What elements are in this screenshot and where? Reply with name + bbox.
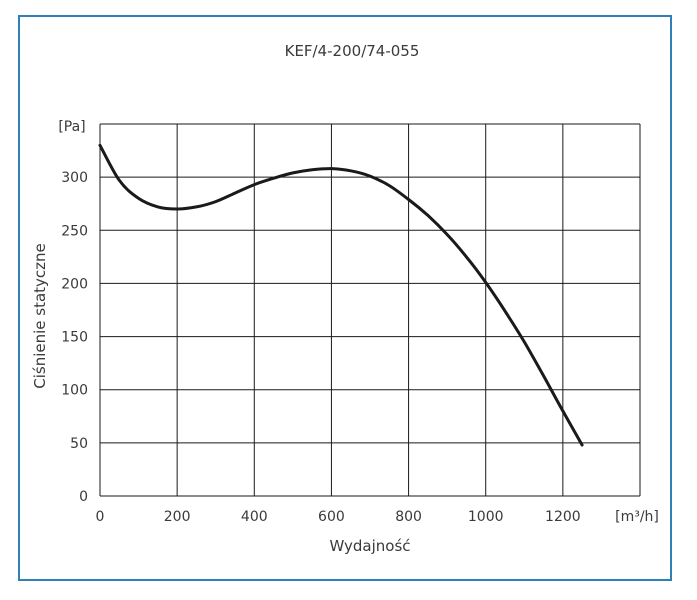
y-tick-label: 100 [61,383,88,399]
y-tick-label: 200 [61,276,88,292]
y-unit-label: [Pa] [58,119,85,135]
y-tick-label: 150 [61,330,88,346]
y-tick-label: 250 [61,223,88,239]
x-tick-label: 0 [96,509,105,525]
x-tick-label: 600 [318,509,345,525]
series-line [98,143,584,447]
x-tick-label: 1200 [545,509,581,525]
x-tick-label: 200 [164,509,191,525]
x-axis-label: Wydajność [329,537,410,555]
y-axis-label: Ciśnienie statyczne [31,243,49,389]
y-tick-label: 300 [61,170,88,186]
grid [99,123,641,497]
y-tick-label: 50 [70,436,88,452]
tick-labels: 0 200 400 600 800 1000 1200 0 50 100 150 200 250 300 [61,170,580,525]
x-unit-label: [m³/h] [615,509,659,525]
x-tick-label: 400 [241,509,268,525]
x-tick-label: 800 [395,509,422,525]
chart-title: KEF/4-200/74-055 [285,42,420,60]
y-tick-label: 0 [79,489,88,505]
x-tick-label: 1000 [468,509,504,525]
